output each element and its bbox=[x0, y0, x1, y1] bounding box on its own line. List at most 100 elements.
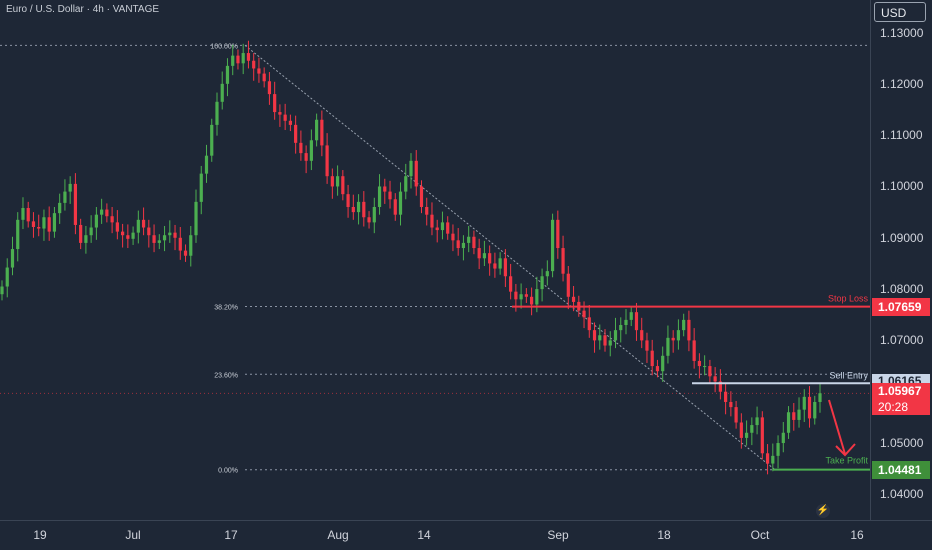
candle-body bbox=[781, 432, 785, 444]
candle-body bbox=[540, 276, 544, 290]
trade-level-label: Sell Entry bbox=[829, 370, 868, 380]
candle-body bbox=[435, 227, 439, 231]
candle-body bbox=[89, 227, 93, 236]
trade-level-label: Take Profit bbox=[825, 456, 868, 466]
candle-body bbox=[47, 217, 51, 232]
candle-body bbox=[776, 443, 780, 456]
candle-body bbox=[813, 401, 817, 419]
last-price-tag: 1.05967 20:28 bbox=[872, 383, 930, 416]
candle-body bbox=[94, 214, 98, 228]
price-tick-label: 1.08000 bbox=[880, 282, 924, 297]
candle-body bbox=[509, 276, 513, 292]
candle-body bbox=[650, 350, 654, 367]
candle-body bbox=[215, 101, 219, 125]
candle-body bbox=[383, 186, 387, 192]
candle-body bbox=[682, 319, 686, 331]
time-tick-label: 17 bbox=[224, 528, 238, 542]
candle-body bbox=[58, 202, 62, 214]
candle-body bbox=[183, 250, 188, 256]
candle-body bbox=[356, 201, 361, 213]
price-tick-label: 1.09000 bbox=[880, 230, 924, 245]
candle-body bbox=[335, 176, 340, 187]
candle-body bbox=[37, 227, 41, 229]
candle-body bbox=[687, 319, 691, 341]
candle-body bbox=[63, 191, 67, 203]
price-tick-label: 1.05000 bbox=[880, 436, 924, 451]
candle-body bbox=[708, 366, 712, 377]
candle-body bbox=[283, 114, 287, 121]
currency-button[interactable]: USD bbox=[874, 2, 926, 22]
candle-body bbox=[204, 155, 209, 174]
candle-body bbox=[613, 330, 618, 341]
flash-icon[interactable]: ⚡ bbox=[816, 504, 830, 518]
candle-body bbox=[257, 68, 261, 74]
candle-body bbox=[304, 153, 308, 161]
candle-body bbox=[692, 340, 696, 361]
candle-body bbox=[388, 191, 392, 200]
candle-body bbox=[561, 248, 565, 274]
candle-body bbox=[634, 312, 639, 331]
candle-body bbox=[524, 294, 528, 297]
candle-body bbox=[655, 366, 660, 372]
candle-body bbox=[545, 271, 549, 277]
candle-body bbox=[603, 335, 607, 346]
candle-body bbox=[0, 286, 4, 295]
candle-body bbox=[294, 124, 298, 143]
candle-body bbox=[409, 160, 413, 177]
forecast-arrow bbox=[828, 399, 846, 455]
candle-body bbox=[42, 217, 46, 229]
candle-body bbox=[110, 216, 114, 223]
candle-body bbox=[430, 214, 434, 228]
candle-body bbox=[68, 183, 72, 192]
candle-body bbox=[52, 213, 57, 232]
candle-body bbox=[346, 194, 350, 207]
candle-body bbox=[105, 209, 109, 217]
price-tick-label: 1.07000 bbox=[880, 333, 924, 348]
candle-body bbox=[760, 417, 764, 454]
candle-body bbox=[550, 219, 555, 272]
candle-body bbox=[456, 240, 460, 249]
candle-body bbox=[535, 289, 539, 305]
fib-level-label: 23.60% bbox=[214, 372, 238, 379]
candle-body bbox=[582, 310, 586, 318]
candle-body bbox=[320, 119, 324, 146]
candle-body bbox=[351, 206, 355, 213]
candle-body bbox=[121, 231, 125, 236]
candle-body bbox=[472, 236, 476, 249]
candle-body bbox=[115, 222, 119, 232]
price-tick-label: 1.12000 bbox=[880, 76, 924, 91]
candle-body bbox=[341, 176, 345, 195]
price-tick-label: 1.04000 bbox=[880, 487, 924, 502]
candle-body bbox=[477, 248, 481, 259]
candle-body bbox=[419, 186, 424, 207]
price-tick-label: 1.10000 bbox=[880, 179, 924, 194]
candle-body bbox=[16, 219, 20, 250]
candle-body bbox=[818, 393, 822, 402]
candle-body bbox=[131, 232, 135, 239]
fib-trendline bbox=[244, 44, 776, 471]
candle-body bbox=[739, 422, 743, 438]
price-axis-separator bbox=[870, 0, 871, 520]
candle-body bbox=[152, 235, 156, 243]
candle-body bbox=[173, 232, 177, 238]
candle-body bbox=[178, 237, 182, 251]
candle-body bbox=[404, 176, 408, 192]
forecast-arrow-head bbox=[835, 443, 856, 457]
candle-body bbox=[608, 340, 612, 346]
candle-body bbox=[498, 258, 502, 269]
time-tick-label: Aug bbox=[327, 528, 349, 542]
candle-body bbox=[194, 201, 198, 236]
candle-body bbox=[488, 253, 492, 264]
candle-body bbox=[199, 173, 203, 202]
fib-level-label: 38.20% bbox=[214, 305, 238, 312]
candle-body bbox=[645, 340, 649, 351]
candle-body bbox=[807, 396, 812, 419]
candle-body bbox=[713, 376, 717, 382]
candle-body bbox=[252, 60, 256, 69]
candle-body bbox=[729, 401, 733, 408]
candle-body bbox=[330, 176, 334, 187]
candle-body bbox=[519, 294, 523, 300]
candle-body bbox=[676, 330, 681, 341]
candle-body bbox=[744, 432, 749, 438]
